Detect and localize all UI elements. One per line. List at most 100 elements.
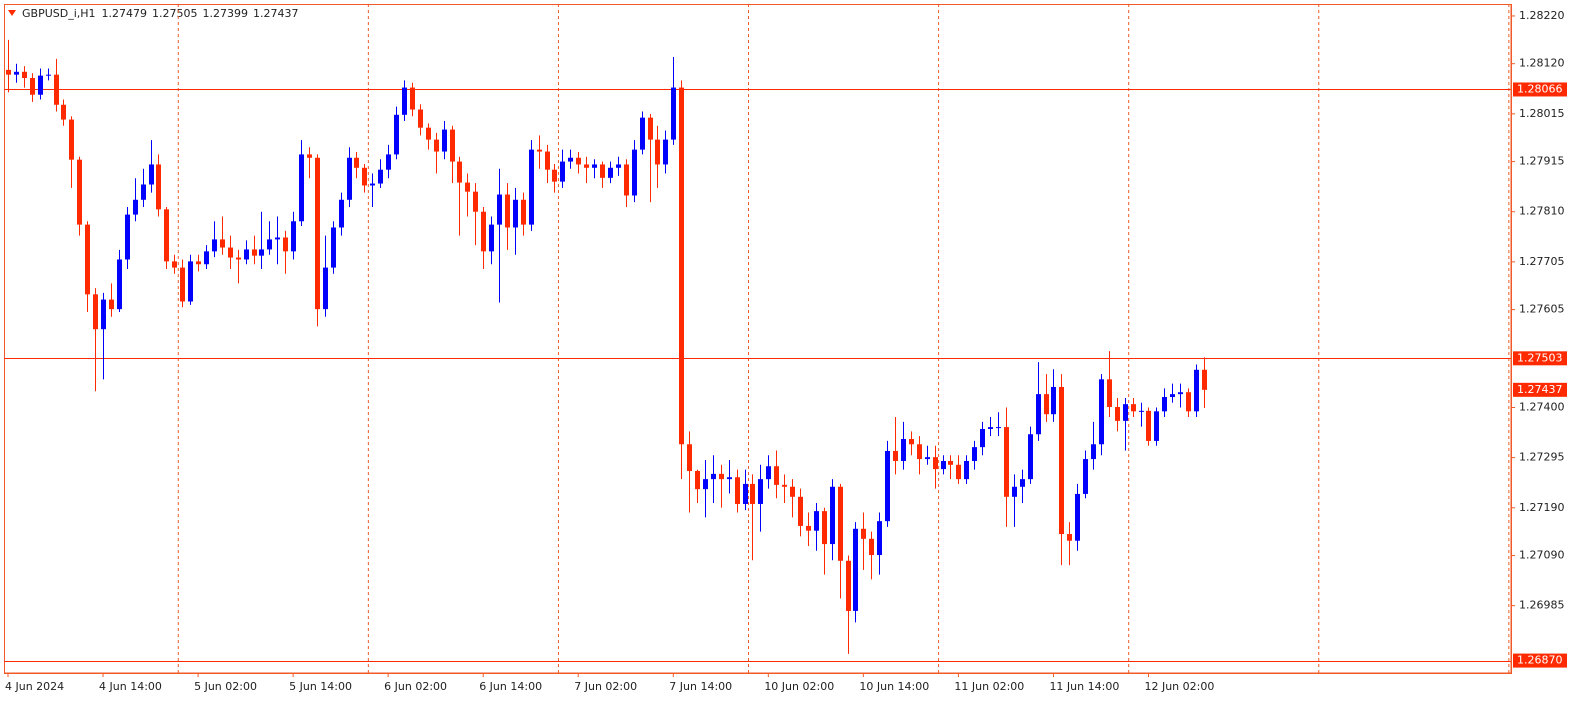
candle-body xyxy=(275,237,280,240)
candle-body xyxy=(885,450,890,522)
candle-body xyxy=(1012,486,1017,497)
y-tick-label: 1.27090 xyxy=(1519,549,1565,562)
candle-body xyxy=(1067,534,1072,541)
candle-body xyxy=(1202,369,1207,390)
candle-body xyxy=(568,157,573,162)
candle-body xyxy=(893,450,898,461)
candle-body xyxy=(719,473,724,480)
candle-body xyxy=(450,129,455,162)
candle-body xyxy=(917,444,922,460)
candle-body xyxy=(655,139,660,165)
candle-body xyxy=(236,257,241,260)
x-tick-label: 5 Jun 14:00 xyxy=(289,680,352,693)
candle-body xyxy=(1194,369,1199,412)
candle-body xyxy=(632,149,637,196)
candle-body xyxy=(172,261,177,268)
candle-body xyxy=(180,267,185,302)
candle-body xyxy=(671,87,676,140)
y-tick-label: 1.27915 xyxy=(1519,155,1565,168)
candle-body xyxy=(901,439,906,461)
candle-body xyxy=(529,149,534,225)
candle-body xyxy=(933,457,938,470)
candle-body xyxy=(909,439,914,445)
candle-body xyxy=(267,239,272,250)
y-tick-label: 1.26985 xyxy=(1519,599,1565,612)
x-tick-label: 7 Jun 14:00 xyxy=(669,680,732,693)
candle-body xyxy=(252,249,257,256)
candle-body xyxy=(640,117,645,150)
candle-body xyxy=(228,247,233,258)
candle-body xyxy=(1123,404,1128,421)
candle-body xyxy=(648,117,653,140)
candle-body xyxy=(1154,411,1159,441)
candle-body xyxy=(552,169,557,182)
candle-body xyxy=(758,479,763,504)
candle-body xyxy=(1075,493,1080,541)
candle-body xyxy=(1020,479,1025,487)
candle-body xyxy=(85,224,90,295)
candle-body xyxy=(1004,427,1009,497)
candle-body xyxy=(77,159,82,225)
candle-body xyxy=(1115,407,1120,421)
candle-body xyxy=(608,167,613,178)
header: GBPUSD_i,H1 1.27479 1.27505 1.27399 1.27437 xyxy=(22,7,299,20)
candle-body xyxy=(956,464,961,480)
candle-body xyxy=(1044,394,1049,415)
candle-body xyxy=(442,129,447,152)
candle-body xyxy=(299,154,304,222)
header-high: 1.27505 xyxy=(152,7,198,20)
x-tick-label: 7 Jun 02:00 xyxy=(574,680,637,693)
candle-body xyxy=(362,167,367,186)
candle-body xyxy=(370,183,375,186)
candle-body xyxy=(988,427,993,429)
candle-body xyxy=(1170,394,1175,397)
y-tick-label: 1.27810 xyxy=(1519,205,1565,218)
candle-body xyxy=(30,78,35,95)
candle-body xyxy=(220,239,225,248)
candle-body xyxy=(703,479,708,490)
candle-body xyxy=(133,199,138,215)
candle-body xyxy=(497,194,502,225)
y-tick-label: 1.27605 xyxy=(1519,303,1565,316)
candle-body xyxy=(846,560,851,611)
candle-body xyxy=(38,75,43,95)
header-low: 1.27399 xyxy=(203,7,249,20)
candle-body xyxy=(6,69,11,75)
candle-body xyxy=(996,427,1001,429)
candle-body xyxy=(513,199,518,228)
y-tick-label: 1.27705 xyxy=(1519,255,1565,268)
candle-body xyxy=(727,477,732,480)
candle-body xyxy=(624,164,629,196)
candle-body xyxy=(545,151,550,170)
candle-body xyxy=(774,466,779,485)
candle-body xyxy=(457,161,462,183)
candle-body xyxy=(410,87,415,110)
candle-body xyxy=(323,267,328,310)
candle-body xyxy=(141,184,146,200)
candle-body xyxy=(125,214,130,260)
candle-body xyxy=(307,154,312,158)
candle-body xyxy=(521,199,526,225)
symbol: GBPUSD_i,H1 xyxy=(22,7,96,20)
candle-body xyxy=(386,154,391,170)
candle-body xyxy=(54,74,59,105)
candle-body xyxy=(481,211,486,252)
candle-body xyxy=(402,87,407,115)
candle-body xyxy=(711,473,716,480)
candle-body xyxy=(695,471,700,490)
y-tick-label: 1.28015 xyxy=(1519,107,1565,120)
candle-body xyxy=(22,71,27,79)
candle-body xyxy=(592,164,597,168)
candle-body xyxy=(679,87,684,445)
candle-body xyxy=(418,109,423,128)
x-tick-label: 5 Jun 02:00 xyxy=(194,680,257,693)
candle-body xyxy=(838,486,843,561)
candle-body xyxy=(259,249,264,256)
candle-body xyxy=(1051,386,1056,415)
candle-body xyxy=(806,525,811,531)
candle-body xyxy=(14,71,19,75)
candle-body xyxy=(877,521,882,556)
candle-body xyxy=(782,484,787,487)
candle-body xyxy=(964,460,969,480)
